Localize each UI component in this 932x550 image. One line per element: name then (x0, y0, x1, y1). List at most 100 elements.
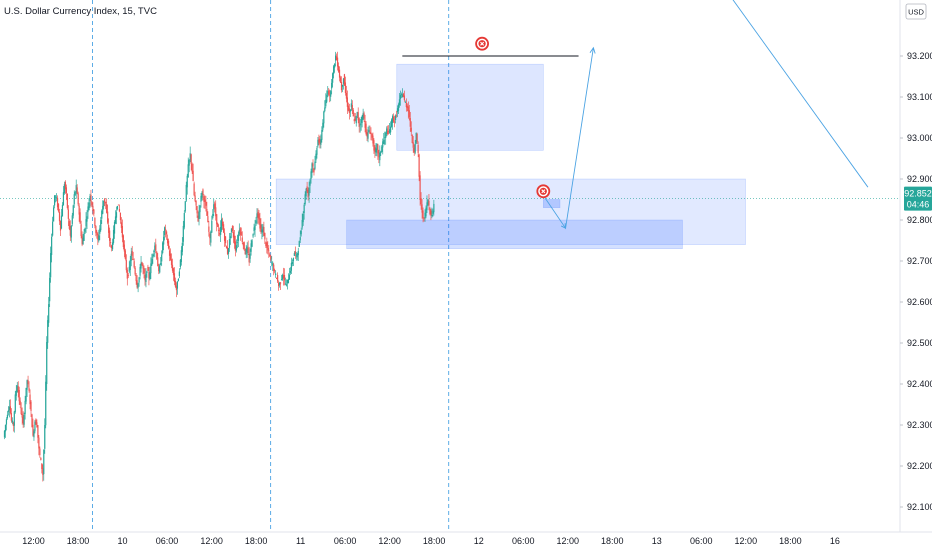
candle-body (118, 209, 121, 212)
candle-body (41, 463, 43, 470)
candle-body (81, 235, 83, 245)
candle-body (264, 232, 266, 240)
candle-body (135, 275, 137, 282)
candle-body (218, 229, 220, 231)
candle-body (180, 250, 182, 263)
candle-body (331, 82, 333, 89)
candlestick-series (3, 51, 435, 482)
candle-body (161, 254, 163, 262)
candle-body (167, 240, 170, 249)
candle-body (48, 304, 50, 323)
candle-body (28, 387, 30, 391)
candle-body (98, 235, 100, 241)
candle-body (293, 253, 295, 256)
candle-body (347, 105, 349, 111)
price-zone[interactable] (396, 63, 544, 151)
candle-body (353, 119, 355, 122)
time-axis[interactable] (0, 532, 900, 550)
candle-body (338, 69, 341, 78)
candle-body (3, 430, 6, 438)
candle-body (25, 387, 27, 402)
candle-body (307, 189, 309, 198)
stop-marker-icon[interactable] (536, 184, 551, 199)
current-price-tag-box (904, 186, 932, 211)
candle-body (258, 213, 260, 220)
candle-body (197, 215, 199, 222)
candle-body (288, 274, 291, 280)
price-axis[interactable] (900, 0, 932, 532)
candle-body (111, 242, 114, 250)
candle-body (57, 203, 60, 212)
candle-body (97, 234, 99, 240)
candle-body (296, 253, 298, 258)
candle-body (183, 213, 185, 228)
candle-body (284, 283, 287, 285)
candle-body (55, 197, 58, 199)
candle-body (113, 221, 116, 234)
candle-body (44, 425, 46, 449)
candle-body (208, 226, 210, 232)
candle-body (280, 279, 283, 280)
candle-body (320, 138, 322, 145)
candle-body (165, 229, 167, 231)
candle-body (395, 115, 398, 117)
candle-body (235, 245, 237, 251)
trend-line[interactable] (723, 0, 869, 188)
price-tick-label: 92.300 (907, 420, 932, 430)
candle-body (421, 204, 423, 213)
candle-body (34, 421, 36, 432)
price-zone[interactable] (346, 219, 683, 250)
candle-body (318, 138, 320, 143)
candle-body (389, 129, 391, 134)
candle-body (384, 137, 386, 139)
candle-body (394, 115, 397, 121)
candle-body (152, 254, 154, 258)
candle-body (107, 211, 109, 223)
candle-body (175, 285, 178, 291)
candle-body (266, 242, 268, 248)
candle-body (433, 203, 435, 213)
candle-body (69, 226, 71, 236)
candle-body (76, 187, 78, 194)
candle-body (188, 159, 190, 166)
candle-body (62, 192, 65, 206)
candle-body (298, 241, 300, 247)
candle-body (426, 202, 428, 211)
candle-body (136, 280, 138, 288)
candle-body (6, 414, 9, 419)
candle-body (311, 163, 313, 173)
candle-body (373, 140, 375, 151)
candle-body (399, 95, 402, 99)
price-zone[interactable] (275, 178, 746, 245)
currency-button[interactable]: USD (905, 3, 927, 20)
candle-body (80, 224, 82, 237)
candle-body (377, 144, 379, 154)
candle-body (316, 148, 318, 155)
candle-body (302, 213, 304, 223)
candle-body (127, 275, 129, 276)
candle-body (336, 57, 339, 67)
candle-body (310, 171, 312, 180)
candle-body (268, 250, 270, 252)
candle-body (10, 413, 12, 421)
stop-marker-icon[interactable] (475, 36, 489, 51)
candle-body (219, 233, 221, 235)
candle-body (205, 201, 207, 206)
price-zone[interactable] (543, 199, 561, 208)
candle-body (366, 131, 368, 137)
candle-body (119, 213, 122, 221)
candle-body (299, 237, 301, 241)
candle-body (380, 151, 382, 154)
candle-body (150, 263, 152, 274)
candle-body (128, 266, 130, 272)
candle-body (11, 420, 13, 423)
candle-body (350, 103, 352, 108)
candle-body (306, 186, 308, 192)
stop-markers (475, 36, 551, 199)
candle-body (37, 425, 39, 438)
candle-body (246, 246, 248, 253)
price-tick-label: 92.400 (907, 379, 932, 389)
candle-body (68, 221, 70, 229)
candle-body (190, 154, 192, 164)
